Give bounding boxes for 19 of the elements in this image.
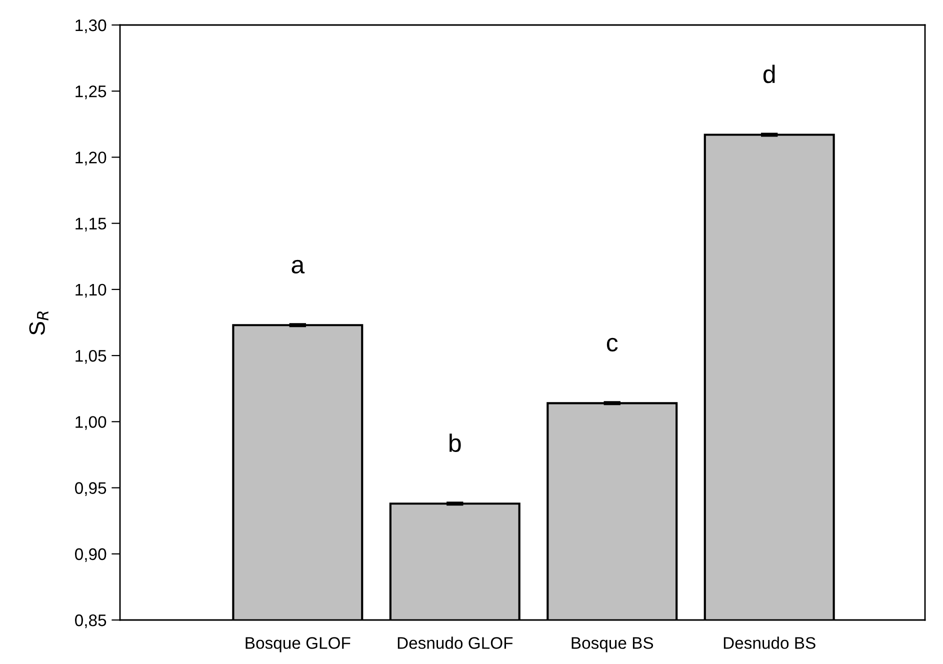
y-tick-label: 0,95 xyxy=(75,482,106,496)
y-tick-label: 1,25 xyxy=(76,86,106,100)
y-tick-label: 1,00 xyxy=(76,416,106,430)
y-tick-label: 1,05 xyxy=(76,350,106,364)
x-tick-label: Desnudo GLOF xyxy=(398,636,513,649)
y-tick-label: 1,10 xyxy=(76,284,106,298)
x-tick-label: Bosque BS xyxy=(572,637,654,652)
y-tick-label: 1,30 xyxy=(76,19,106,34)
annotation: a xyxy=(292,260,305,274)
y-tick-label: 1,15 xyxy=(76,218,106,232)
annotation: c xyxy=(606,338,618,352)
y-axis-title: S$_{R}$ xyxy=(29,311,48,335)
annotation: b xyxy=(450,434,461,452)
annotation: d xyxy=(763,64,775,84)
y-tick-label: 0,90 xyxy=(75,548,106,562)
x-tick-label: Desnudo BS xyxy=(724,636,816,649)
x-tick-label: Bosque GLOF xyxy=(246,637,350,652)
y-tick-label: 0,85 xyxy=(75,614,106,628)
y-tick-label: 1,20 xyxy=(76,152,106,166)
